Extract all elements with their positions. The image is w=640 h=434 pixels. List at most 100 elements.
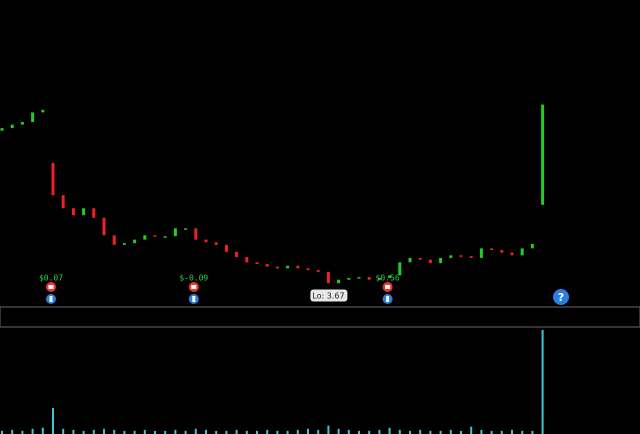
earnings-icon-glyph — [385, 285, 391, 289]
volume-bar — [347, 429, 350, 434]
candle — [92, 208, 96, 218]
candle — [204, 239, 208, 243]
volume-bar — [31, 428, 34, 434]
dividend-icon-glyph — [192, 296, 196, 302]
volume-bar — [470, 426, 473, 434]
volume-bar — [531, 430, 534, 434]
volume-bar — [419, 429, 422, 434]
volume-bar — [235, 429, 238, 434]
volume-bar — [113, 429, 116, 434]
volume-bar — [521, 430, 524, 434]
volume-bar — [358, 430, 360, 434]
candle — [408, 257, 412, 263]
earnings-label: $0.56 — [376, 274, 400, 283]
volume-bar — [184, 430, 187, 434]
volume-bar — [449, 429, 452, 434]
candle — [500, 250, 504, 253]
volume-bar — [225, 430, 228, 434]
volume-bar — [215, 430, 218, 434]
earnings-label: $-0.09 — [179, 274, 208, 283]
help-icon[interactable] — [553, 289, 569, 305]
volume-bar — [460, 430, 462, 434]
candle — [398, 262, 402, 276]
low-label-text: Lo: 3.67 — [312, 291, 344, 300]
candle — [357, 277, 361, 279]
volume-bar — [337, 428, 340, 434]
candle — [31, 112, 35, 122]
candle — [61, 195, 65, 209]
volume-bar — [256, 430, 258, 434]
candle — [541, 104, 545, 205]
volume-bar — [164, 430, 167, 434]
volume-bar — [205, 429, 207, 434]
candle — [133, 239, 137, 244]
candle — [449, 255, 453, 258]
volume-bar — [174, 429, 177, 434]
earnings-icon-glyph — [48, 285, 54, 289]
candle — [71, 208, 75, 216]
candle — [0, 128, 4, 131]
volume-bar — [317, 429, 320, 434]
candle — [41, 109, 45, 113]
candle — [245, 257, 249, 263]
candle — [337, 279, 341, 284]
volume-bar — [52, 408, 54, 434]
volume-bar — [133, 430, 136, 434]
candle — [122, 243, 126, 245]
low-label: Lo: 3.67 — [310, 289, 348, 302]
candle — [388, 275, 392, 278]
volume-bar — [368, 430, 371, 434]
low-label-box — [310, 289, 348, 302]
earnings-label: $0.07 — [39, 274, 63, 283]
candle — [143, 235, 147, 240]
candle — [51, 162, 55, 196]
volume-bar — [143, 429, 146, 434]
candle — [265, 264, 269, 267]
volume-bar — [327, 425, 330, 434]
candle — [479, 248, 483, 258]
volume-bar — [1, 430, 3, 434]
candle — [296, 265, 300, 269]
volume-bar — [429, 430, 432, 434]
candle — [224, 244, 228, 252]
volume-bar — [41, 427, 44, 434]
volume-bar — [500, 430, 503, 434]
candle — [214, 242, 218, 245]
candle — [82, 208, 86, 216]
volume-bar — [439, 430, 442, 434]
candle — [326, 271, 330, 284]
candle — [10, 124, 14, 129]
candle — [439, 257, 443, 264]
candle — [510, 252, 514, 256]
candle — [255, 262, 259, 265]
help-glyph[interactable]: ? — [558, 291, 564, 304]
volume-bar — [296, 429, 299, 434]
candle — [20, 122, 24, 125]
candle — [306, 268, 310, 271]
volume-bar — [378, 429, 381, 434]
volume-bar — [266, 429, 269, 434]
candle — [520, 248, 524, 256]
earnings-icon-glyph — [191, 285, 197, 289]
volume-bar — [245, 430, 248, 434]
candle — [377, 277, 381, 280]
dividend-icon-glyph — [386, 296, 390, 302]
volume-bar — [21, 430, 24, 434]
candle — [469, 256, 473, 258]
candle — [530, 244, 534, 249]
volume-bar — [286, 430, 289, 434]
volume-bar — [307, 428, 309, 434]
volume-bar — [480, 429, 483, 434]
volume-bar — [511, 429, 513, 434]
candle — [428, 259, 432, 264]
volume-bar — [72, 429, 75, 434]
candle — [184, 228, 188, 230]
volume-bar — [82, 430, 85, 434]
candle — [112, 235, 116, 245]
volume-bar — [388, 427, 391, 434]
volume-bar — [541, 330, 544, 434]
volume-bar — [490, 430, 493, 434]
help-button[interactable]: ? — [553, 289, 569, 305]
